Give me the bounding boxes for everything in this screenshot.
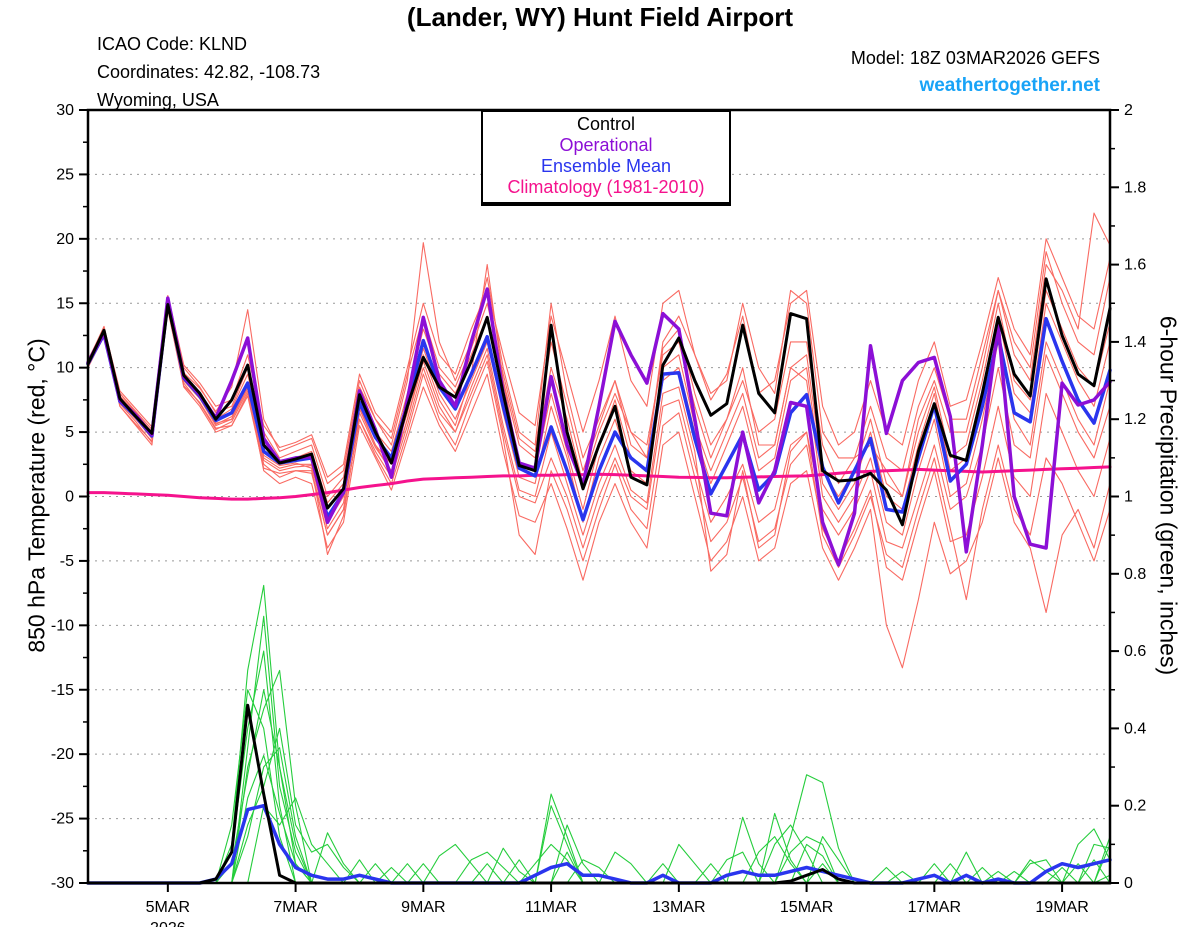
- ensemble-member-temp-5: [87, 298, 1111, 536]
- right-tick-label: 0.4: [1124, 720, 1146, 737]
- station-icao: ICAO Code: KLND: [97, 34, 248, 54]
- ensemble-member-temp-2: [87, 305, 1111, 669]
- x-tick-label: 19MAR: [1035, 899, 1088, 916]
- ensemble-member-temp-1: [87, 309, 1111, 549]
- temperature-axis-label: 850 hPa Temperature (red, °C): [23, 338, 50, 653]
- right-tick-label: 0.2: [1124, 798, 1146, 815]
- legend-item-1: Operational: [559, 135, 653, 155]
- x-tick-label: 15MAR: [780, 899, 833, 916]
- x-tick-label: 5MAR: [146, 899, 190, 916]
- left-tick-label: 25: [56, 166, 74, 183]
- right-tick-label: 1.2: [1124, 411, 1146, 428]
- left-tick-label: 5: [65, 424, 74, 441]
- right-tick-label: 1.6: [1124, 257, 1146, 274]
- x-year-label: 2026: [150, 920, 186, 927]
- x-tick-label: 9MAR: [401, 899, 445, 916]
- precipitation-axis-label: 6-hour Precipitation (green, inches): [1155, 315, 1182, 676]
- ensemble-mean-temp-line: [86, 298, 1112, 522]
- legend-item-2: Ensemble Mean: [540, 156, 672, 176]
- legend: Control Operational Ensemble Mean Climatolo…: [481, 110, 731, 206]
- station-coordinates: Coordinates: 42.82, -108.73: [97, 62, 321, 82]
- left-tick-label: -5: [60, 553, 74, 570]
- page-title: (Lander, WY) Hunt Field Airport: [406, 2, 794, 32]
- left-tick-label: 0: [65, 489, 74, 506]
- ensemble-mean-precip-line: [86, 803, 1112, 885]
- left-tick-label: -15: [51, 682, 74, 699]
- site-link[interactable]: weathertogether.net: [919, 75, 1100, 96]
- left-tick-label: -25: [51, 811, 74, 828]
- right-tick-label: 1.4: [1124, 334, 1146, 351]
- left-tick-label: 10: [56, 360, 74, 377]
- left-tick-label: -20: [51, 746, 74, 763]
- left-tick-label: 20: [56, 231, 74, 248]
- left-tick-label: -30: [51, 875, 74, 892]
- right-tick-label: 0.6: [1124, 643, 1146, 660]
- left-tick-label: 30: [56, 102, 74, 119]
- station-region: Wyoming, USA: [97, 90, 219, 110]
- right-tick-label: 1: [1124, 489, 1133, 506]
- control-temp-line: [86, 277, 1112, 527]
- ensemble-member-precip-1: [87, 615, 1111, 884]
- legend-item-3: Climatology (1981-2010): [507, 177, 705, 197]
- x-tick-label: 7MAR: [273, 899, 317, 916]
- legend-item-0: Control: [576, 114, 636, 134]
- ensemble-member-temp-9: [87, 303, 1111, 601]
- x-tick-label: 11MAR: [525, 899, 577, 916]
- right-tick-label: 0.8: [1124, 566, 1146, 583]
- station-info: ICAO Code: KLND Coordinates: 42.82, -108…: [97, 30, 320, 114]
- ensemble-member-precip-0: [87, 584, 1111, 884]
- ensemble-member-temp-7: [87, 307, 1111, 581]
- right-tick-label: 2: [1124, 102, 1133, 119]
- model-info: Model: 18Z 03MAR2026 GEFS weathertogethe…: [851, 44, 1100, 100]
- right-tick-label: 1.8: [1124, 179, 1146, 196]
- x-tick-label: 17MAR: [908, 899, 961, 916]
- left-tick-label: 15: [56, 295, 74, 312]
- x-tick-label: 13MAR: [652, 899, 705, 916]
- right-tick-label: 0: [1124, 875, 1133, 892]
- operational-temp-line: [86, 287, 1112, 567]
- left-tick-label: -10: [51, 617, 74, 634]
- model-run-label: Model: 18Z 03MAR2026 GEFS: [850, 48, 1100, 68]
